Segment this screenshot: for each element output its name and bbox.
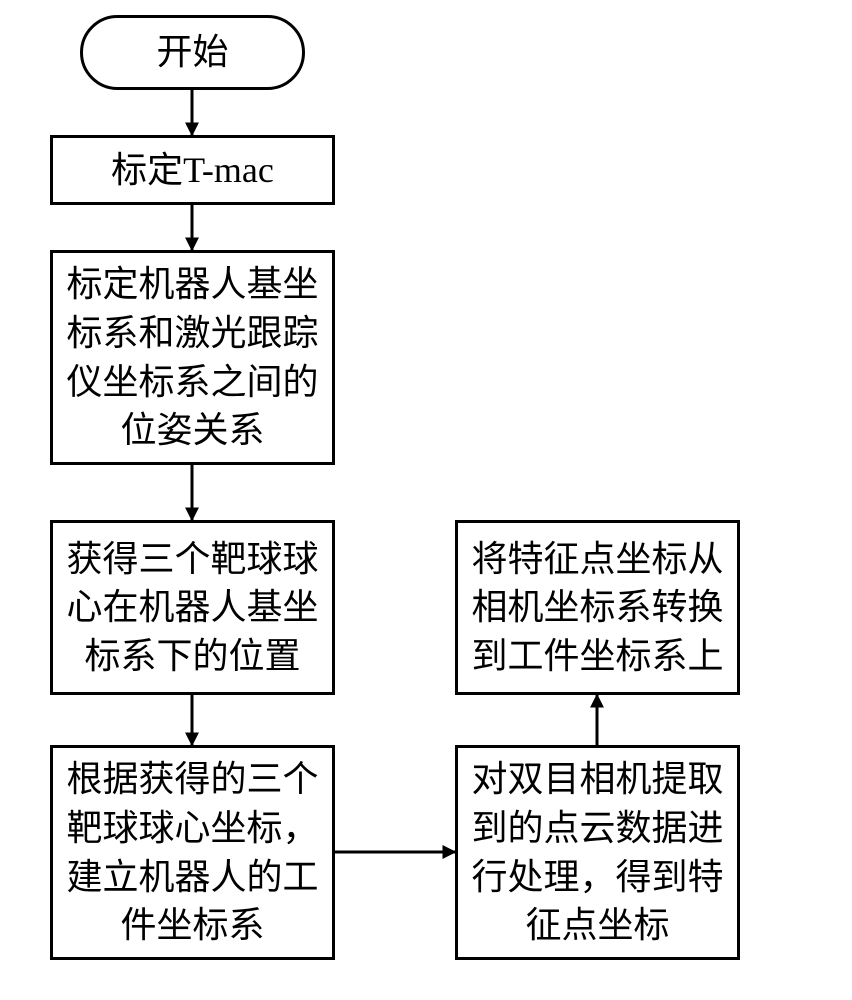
step2-label: 标定机器人基坐标系和激光跟踪仪坐标系之间的位姿关系: [61, 260, 324, 454]
step4-label: 根据获得的三个靶球球心坐标，建立机器人的工件坐标系: [61, 755, 324, 949]
step6-node: 将特征点坐标从相机坐标系转换到工件坐标系上: [455, 520, 740, 695]
step2-node: 标定机器人基坐标系和激光跟踪仪坐标系之间的位姿关系: [50, 250, 335, 465]
step1-node: 标定T-mac: [50, 135, 335, 205]
step3-label: 获得三个靶球球心在机器人基坐标系下的位置: [61, 535, 324, 681]
step5-node: 对双目相机提取到的点云数据进行处理，得到特征点坐标: [455, 745, 740, 960]
step3-node: 获得三个靶球球心在机器人基坐标系下的位置: [50, 520, 335, 695]
step4-node: 根据获得的三个靶球球心坐标，建立机器人的工件坐标系: [50, 745, 335, 960]
step6-label: 将特征点坐标从相机坐标系转换到工件坐标系上: [466, 535, 729, 681]
step5-label: 对双目相机提取到的点云数据进行处理，得到特征点坐标: [466, 755, 729, 949]
step1-label: 标定T-mac: [111, 146, 274, 195]
start-node: 开始: [80, 15, 305, 90]
start-label: 开始: [156, 28, 228, 77]
flowchart-canvas: 开始 标定T-mac 标定机器人基坐标系和激光跟踪仪坐标系之间的位姿关系 获得三…: [0, 0, 852, 1000]
